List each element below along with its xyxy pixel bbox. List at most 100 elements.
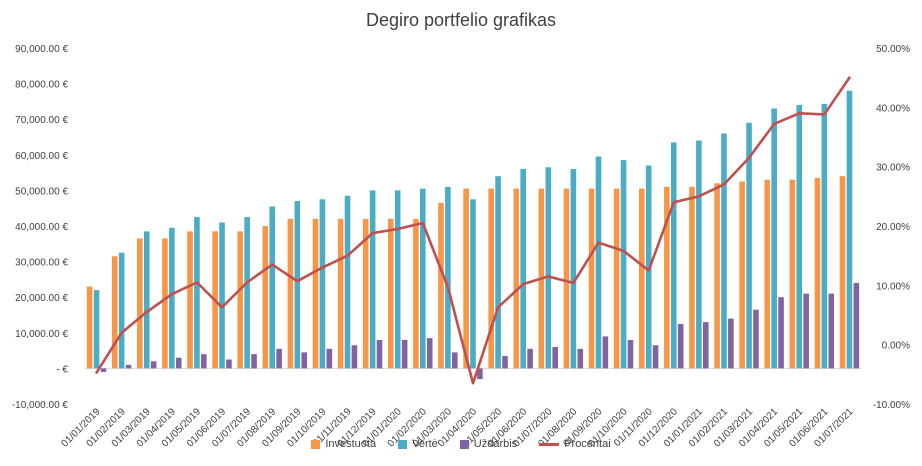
bar-investuota <box>789 179 796 369</box>
bar-uždarbis <box>175 357 182 369</box>
bar-uždarbis <box>778 297 784 369</box>
bar-vertė <box>118 252 125 369</box>
bar-investuota <box>463 188 469 369</box>
bar-investuota <box>162 238 168 369</box>
bar-investuota <box>563 188 570 369</box>
bar-uždarbis <box>226 359 232 369</box>
bar-uždarbis <box>728 318 734 369</box>
y-right-tick-label: 30.00% <box>876 163 910 174</box>
bar-investuota <box>237 231 244 369</box>
bar-vertė <box>369 190 376 369</box>
bar-vertė <box>771 108 777 369</box>
y-left-tick-label: - € <box>56 364 68 375</box>
bar-investuota <box>111 256 118 369</box>
bar-vertė <box>269 206 276 369</box>
bar-vertė <box>344 195 351 369</box>
bar-vertė <box>93 290 100 369</box>
y-left-tick-label: 50,000.00 € <box>15 186 68 197</box>
legend-swatch <box>311 439 321 449</box>
bar-investuota <box>86 286 93 369</box>
bar-vertė <box>746 122 752 369</box>
bar-uždarbis <box>150 361 157 369</box>
bar-vertė <box>169 227 175 369</box>
bar-vertė <box>821 103 828 369</box>
legend-item: Uždarbis <box>459 438 518 450</box>
y-left-tick-label: -10,000.00 € <box>12 400 69 411</box>
bar-investuota <box>287 218 294 369</box>
bar-uždarbis <box>201 354 207 369</box>
bar-vertė <box>194 217 200 369</box>
bar-uždarbis <box>301 352 308 369</box>
bar-vertė <box>721 133 727 369</box>
bar-investuota <box>714 183 720 369</box>
bar-uždarbis <box>326 348 333 369</box>
bar-uždarbis <box>351 345 358 369</box>
bar-investuota <box>187 231 193 369</box>
y-left-tick-label: 70,000.00 € <box>15 115 68 126</box>
bar-uždarbis <box>753 309 759 369</box>
bar-uždarbis <box>502 355 508 369</box>
bar-uždarbis <box>577 348 584 369</box>
y-right-tick-label: 40.00% <box>876 103 910 114</box>
bar-uždarbis <box>452 352 458 369</box>
legend-swatch <box>459 439 469 449</box>
bar-uždarbis <box>251 354 257 369</box>
bar-investuota <box>413 218 419 369</box>
legend-label: Vertė <box>412 438 438 450</box>
bar-vertė <box>219 222 225 369</box>
bar-vertė <box>520 169 526 369</box>
bar-uždarbis <box>100 368 107 372</box>
bar-uždarbis <box>677 323 684 369</box>
bar-uždarbis <box>602 336 609 369</box>
y-left-tick-label: 90,000.00 € <box>15 44 68 55</box>
y-right-tick-label: 0.00% <box>882 341 910 352</box>
bar-uždarbis <box>477 368 483 380</box>
bar-vertė <box>595 156 602 369</box>
bar-investuota <box>689 186 695 369</box>
bar-vertė <box>620 160 627 369</box>
bar-uždarbis <box>627 339 634 369</box>
bar-vertė <box>670 142 677 369</box>
bar-investuota <box>613 188 620 369</box>
bar-uždarbis <box>401 339 408 369</box>
bar-vertė <box>294 201 301 369</box>
bar-investuota <box>438 202 444 369</box>
legend-item: Investuota <box>311 438 376 450</box>
bar-uždarbis <box>853 282 860 369</box>
y-left-tick-label: 40,000.00 € <box>15 222 68 233</box>
bar-investuota <box>739 181 745 369</box>
bar-vertė <box>696 140 702 369</box>
legend-item: Procentai <box>539 438 611 450</box>
bar-vertė <box>796 104 803 369</box>
y-left-tick-label: 60,000.00 € <box>15 151 68 162</box>
legend-label: Uždarbis <box>473 438 518 450</box>
y-left-tick-label: 80,000.00 € <box>15 80 68 91</box>
legend-swatch <box>539 442 560 446</box>
series-line-procentai <box>95 76 851 385</box>
y-right-tick-label: 20.00% <box>876 222 910 233</box>
bar-investuota <box>488 188 494 369</box>
y-left-tick-label: 30,000.00 € <box>15 258 68 269</box>
bar-uždarbis <box>552 347 558 369</box>
bar-vertė <box>570 169 577 369</box>
bar-investuota <box>362 218 369 369</box>
bar-uždarbis <box>702 322 709 369</box>
bar-investuota <box>513 188 520 369</box>
legend-label: Investuota <box>325 438 377 450</box>
bar-investuota <box>262 226 269 369</box>
bar-uždarbis <box>828 293 835 369</box>
legend-label: Procentai <box>564 438 611 450</box>
bar-investuota <box>839 176 846 369</box>
y-right-tick-label: -10.00% <box>873 400 910 411</box>
bar-investuota <box>137 238 143 369</box>
bar-uždarbis <box>125 364 132 369</box>
chart-title: Degiro portfelio grafikas <box>365 10 557 30</box>
bar-investuota <box>638 188 645 369</box>
bar-vertė <box>495 176 501 369</box>
y-left-tick-label: 20,000.00 € <box>15 293 68 304</box>
bar-investuota <box>588 188 595 369</box>
bar-vertė <box>420 188 426 369</box>
bar-uždarbis <box>426 338 433 369</box>
